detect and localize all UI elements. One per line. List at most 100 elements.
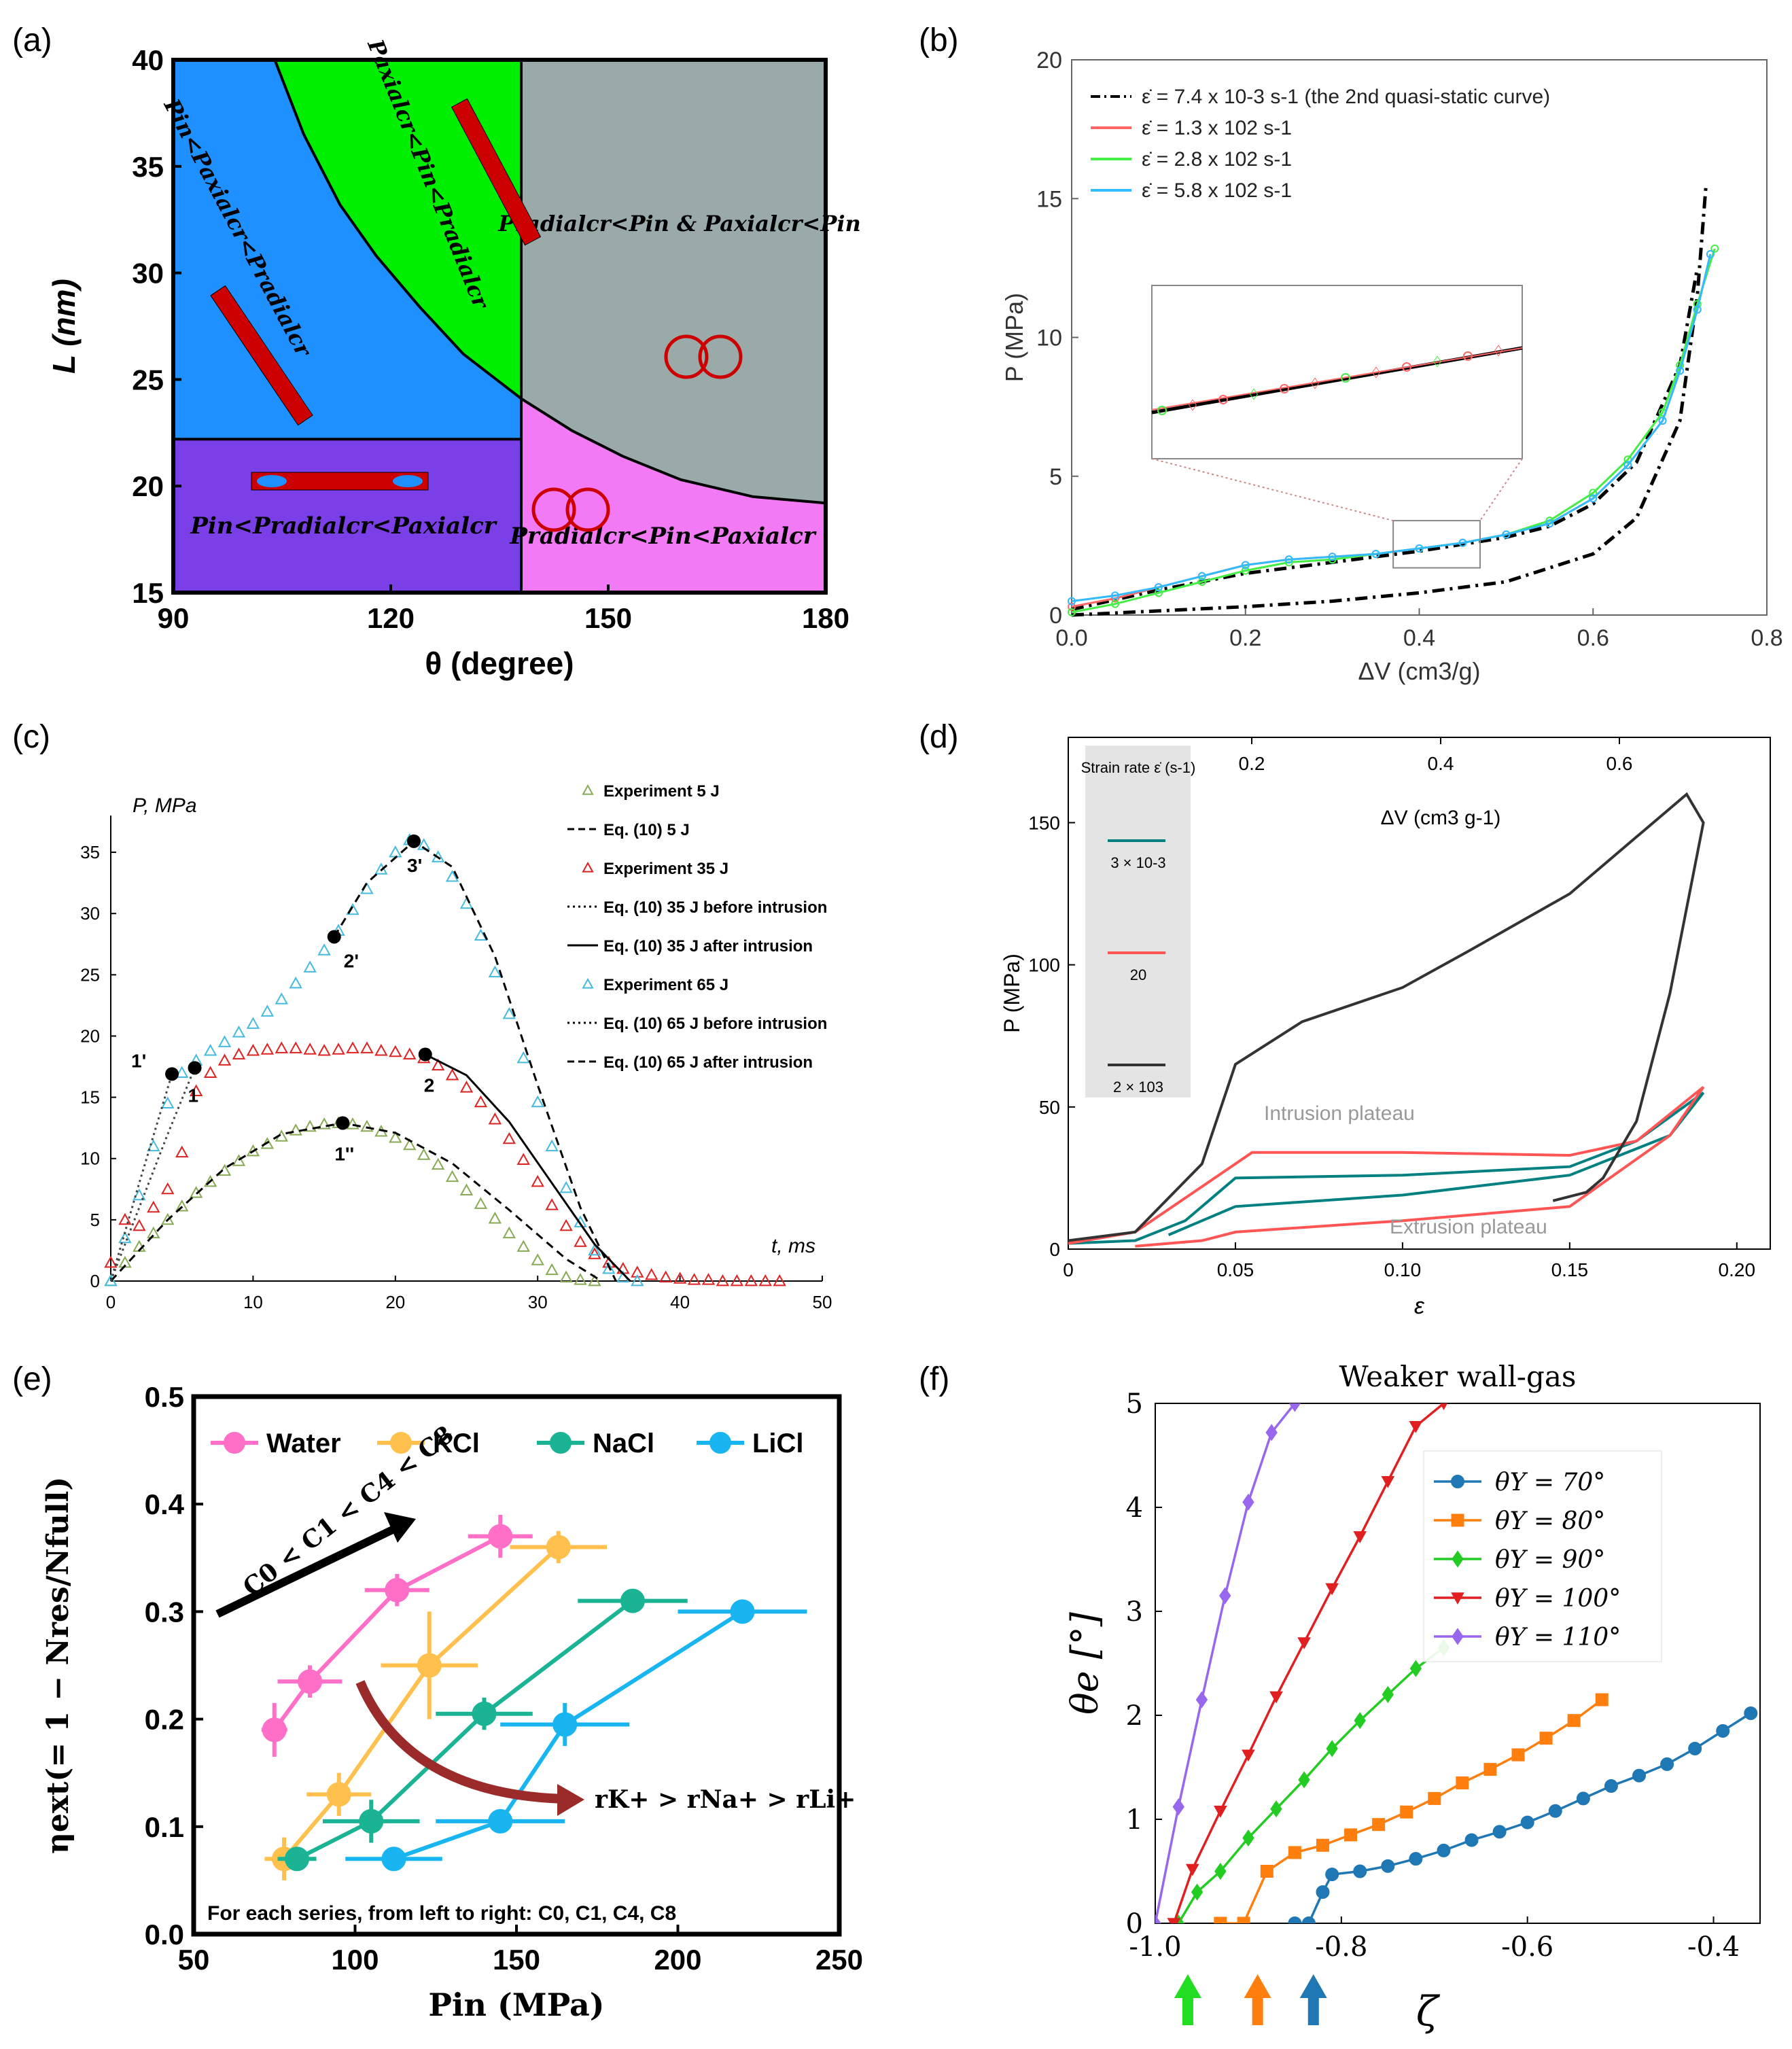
- data-point: [1288, 1403, 1301, 1412]
- y-tick-label: 35: [132, 151, 164, 183]
- panel-d-letter: (d): [919, 719, 959, 755]
- data-point: [1716, 1723, 1730, 1738]
- data-point: [285, 1846, 309, 1872]
- y-tick-label: 20: [1036, 48, 1062, 73]
- data-point: [474, 928, 488, 941]
- data-point: [317, 943, 331, 956]
- legend-box: [1423, 1450, 1662, 1662]
- data-point: [1167, 1918, 1181, 1923]
- y-tick-label: 10: [1036, 326, 1062, 351]
- y-tick-label: 0.2: [145, 1704, 184, 1736]
- data-point: [730, 1599, 755, 1624]
- data-point: [559, 1219, 573, 1231]
- data-point: [546, 1535, 571, 1560]
- data-point: [403, 1047, 417, 1059]
- radius-arrowhead: [557, 1784, 584, 1816]
- data-point: [232, 1026, 246, 1038]
- y-tick-label: 15: [132, 577, 164, 609]
- data-point: [175, 1145, 189, 1158]
- data-point: [1265, 1424, 1278, 1441]
- y-tick-label: 3: [1126, 1596, 1143, 1628]
- cross-section-icon: [565, 487, 610, 532]
- data-point: [289, 1041, 302, 1053]
- marker-arrow-shaft: [1252, 1995, 1263, 2025]
- data-point: [687, 1273, 701, 1285]
- series-group: [1155, 1403, 1758, 1923]
- data-point: [1154, 589, 1163, 597]
- y-axis-label: L (nm): [46, 279, 82, 374]
- model-line: [425, 1053, 631, 1282]
- legend-label: KCl: [433, 1429, 480, 1458]
- data-point: [1316, 1838, 1329, 1852]
- data-point: [559, 1180, 573, 1193]
- data-point: [326, 1782, 351, 1807]
- data-point: [1710, 244, 1719, 253]
- data-point: [531, 1174, 544, 1187]
- x-tick-label: 10: [243, 1292, 263, 1312]
- data-point: [289, 976, 302, 989]
- y-tick-label: 15: [1036, 186, 1062, 212]
- y-tick-label: 5: [90, 1210, 100, 1230]
- data-point: [217, 1053, 232, 1066]
- series-line: [1071, 253, 1712, 603]
- legend-marker: [1451, 1592, 1464, 1605]
- x-tick-label: 0.05: [1217, 1259, 1254, 1280]
- data-point: [1270, 1800, 1282, 1818]
- data-point: [189, 1084, 203, 1096]
- model-line: [109, 1073, 173, 1282]
- axial-boundary-curve: [273, 59, 826, 505]
- data-point: [1242, 1749, 1255, 1762]
- y-axis-label: P (MPa): [1000, 953, 1024, 1033]
- legend-label: θY = 100°: [1495, 1585, 1621, 1613]
- x-axis-label: ε: [1414, 1293, 1425, 1319]
- series-order-note: For each series, from left to right: C0,…: [207, 1902, 676, 1925]
- data-point: [1197, 572, 1206, 580]
- tube-end-icon: [393, 475, 423, 487]
- data-point: [1344, 1828, 1358, 1842]
- inset-frame: [1151, 285, 1523, 459]
- data-point: [346, 1041, 359, 1053]
- data-point: [472, 1701, 497, 1726]
- data-point: [1744, 1706, 1758, 1720]
- data-point: [1197, 577, 1206, 586]
- data-point: [275, 992, 288, 1004]
- series-line: [1068, 792, 1705, 1242]
- data-point: [1400, 1805, 1413, 1819]
- data-point: [1604, 1779, 1618, 1793]
- chart-title: Weaker wall-gas: [1339, 1360, 1577, 1393]
- data-point: [445, 1068, 459, 1081]
- y-tick-label: 20: [132, 470, 164, 502]
- data-point: [260, 1004, 275, 1017]
- data-point: [474, 1095, 488, 1108]
- y-tick-label: 0: [1049, 603, 1062, 629]
- x-tick-label: 0.4: [1403, 625, 1435, 651]
- data-point: [203, 1174, 217, 1187]
- legend-marker: [550, 1432, 572, 1454]
- data-point: [118, 1212, 132, 1225]
- data-point: [1409, 1660, 1422, 1677]
- data-point: [588, 1247, 601, 1259]
- data-point: [588, 1243, 601, 1256]
- y-tick-label: 0.4: [145, 1488, 185, 1520]
- data-point: [1301, 1916, 1316, 1923]
- trend-arrowhead: [384, 1512, 416, 1543]
- data-point: [1260, 1865, 1273, 1878]
- data-point: [232, 1047, 246, 1059]
- data-point: [1191, 1883, 1204, 1901]
- data-point: [260, 1043, 275, 1055]
- data-point: [417, 1148, 431, 1160]
- data-point: [1428, 1791, 1441, 1805]
- data-point: [773, 1274, 786, 1286]
- legend-label: Eq. (10) 35 J after intrusion: [603, 937, 813, 956]
- cross-section-icon: [531, 487, 576, 532]
- legend-label: Eq. (10) 65 J before intrusion: [603, 1015, 827, 1033]
- y-tick-label: 40: [132, 44, 164, 76]
- data-point: [1567, 1714, 1581, 1728]
- data-point: [246, 1017, 260, 1029]
- inset-point: [1157, 406, 1167, 415]
- y-tick-label: 10: [80, 1149, 100, 1169]
- data-point: [360, 1119, 374, 1132]
- panel-d: (d) 0 0.05 0.10 0.15 0.20 0 50 100 150 0.2 0.4 0.6 Δ…: [919, 719, 1771, 1319]
- data-point: [1520, 1815, 1534, 1829]
